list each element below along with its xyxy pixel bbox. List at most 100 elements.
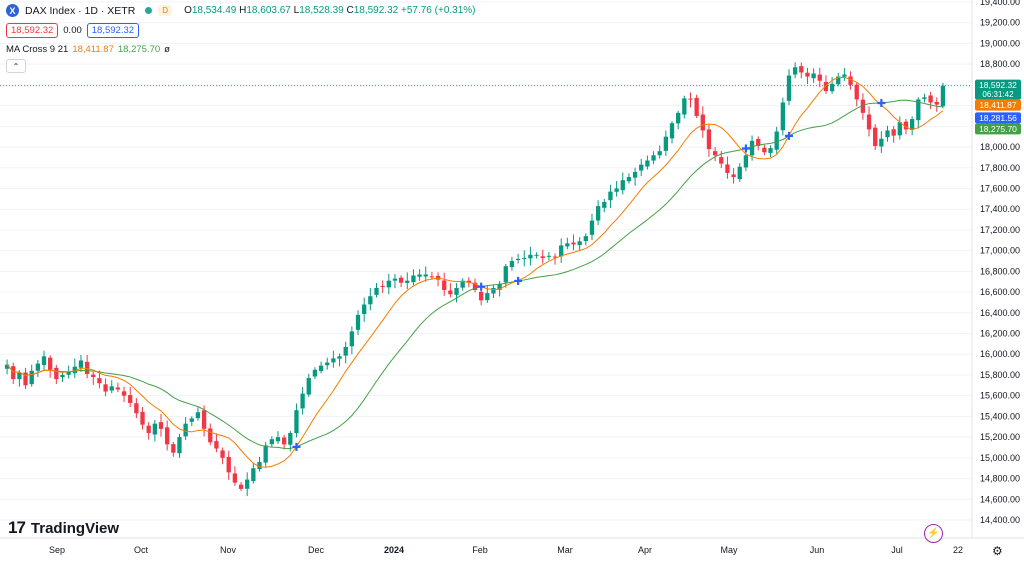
candle-body [11, 366, 16, 380]
candle-body [719, 157, 724, 164]
time-tick-label: Jul [891, 545, 903, 555]
ohlc-close-label: C [346, 5, 354, 16]
ma-cross-marker [877, 99, 886, 108]
symbol-title[interactable]: DAX Index · 1D · XETR [25, 4, 136, 17]
candle-body [442, 280, 447, 291]
candle-body [552, 256, 558, 258]
time-tick-label: Nov [220, 545, 237, 555]
candle-body [811, 73, 816, 79]
ohlc-high-label: H [239, 5, 247, 16]
candle-body [288, 432, 293, 445]
candle-body [97, 378, 102, 384]
ohlc-change: +57.76 (+0.31%) [401, 5, 476, 16]
candle-body [632, 171, 638, 178]
candle-body [577, 241, 582, 246]
buy-button[interactable]: 18,592.32 [86, 23, 140, 38]
ma-cross-marker [785, 131, 793, 140]
candle-body [269, 439, 274, 445]
candle-body [349, 331, 355, 347]
candle-body [214, 441, 219, 449]
candle-body [774, 131, 779, 150]
price-tick-label: 17,200.00 [980, 225, 1020, 235]
candle-body [208, 428, 213, 443]
visibility-icon[interactable]: ø [164, 44, 170, 55]
candle-body [17, 372, 22, 380]
candle-body [472, 282, 478, 291]
price-axis-label [975, 79, 1021, 100]
time-tick-label: Dec [308, 545, 325, 555]
candle-body [829, 83, 835, 92]
candle-body [152, 423, 157, 435]
candle-body [411, 275, 416, 283]
candle-body [263, 445, 268, 463]
candle-body [306, 378, 311, 395]
sell-button[interactable]: 18,592.32 [6, 23, 59, 38]
candle-body [669, 123, 675, 139]
candle-body [854, 84, 859, 100]
candle-body [146, 425, 151, 433]
candle-body [103, 384, 108, 392]
candle-body [602, 201, 607, 208]
candle-body [78, 360, 84, 368]
tradingview-wordmark: TradingView [30, 519, 120, 537]
candle-body [725, 164, 730, 173]
price-axis-label-text: 18,275.70 [979, 124, 1017, 134]
bolt-icon[interactable]: ⚡ [924, 524, 943, 543]
candle-body [29, 370, 34, 385]
time-tick-label: Sep [49, 545, 65, 555]
candle-body [479, 291, 484, 301]
candle-body [743, 155, 749, 168]
candle-body [503, 266, 508, 283]
candle-body [48, 357, 53, 370]
price-tick-label: 16,200.00 [980, 329, 1020, 339]
candle-body [639, 164, 644, 171]
candle-body [737, 166, 742, 180]
time-tick-label: 22 [953, 545, 963, 555]
collapse-legend-button[interactable]: ⌃ [6, 59, 26, 73]
time-tick-label: Apr [638, 545, 652, 555]
candle-body [84, 361, 90, 374]
candle-body [620, 180, 625, 191]
price-tick-label: 15,600.00 [980, 391, 1020, 401]
candle-body [300, 393, 305, 409]
candle-body [177, 437, 182, 454]
tradingview-logo[interactable]: 17 TradingView [8, 518, 119, 538]
candle-body [528, 254, 533, 259]
candle-body [793, 67, 798, 75]
candle-body [657, 151, 662, 156]
market-status-icon [145, 7, 153, 14]
gear-icon[interactable]: ⚙ [992, 544, 1003, 558]
candle-body [134, 403, 139, 414]
candle-body [922, 97, 927, 99]
candle-body [66, 371, 71, 375]
tradingview-logo-icon: 17 [8, 518, 26, 537]
candle-body [448, 290, 453, 295]
indicator-legend[interactable]: MA Cross 9 21 18,411.87 18,275.70 ø [6, 44, 170, 55]
candle-body [866, 114, 872, 130]
candle-body [897, 122, 902, 136]
candle-body [663, 136, 669, 151]
candle-body [158, 422, 164, 429]
candle-body [836, 76, 841, 85]
candle-body [238, 484, 244, 489]
candle-body [72, 366, 77, 374]
candle-body [466, 280, 471, 283]
candle-body [497, 283, 502, 290]
candle-body [762, 147, 767, 153]
trade-panel: 18,592.32 0.00 18,592.32 [6, 23, 140, 38]
candle-body [460, 280, 465, 288]
ma-slow-line [6, 99, 943, 450]
candle-body [423, 274, 428, 277]
candle-body [189, 418, 194, 422]
price-tick-label: 19,400.00 [980, 0, 1020, 7]
candle-body [712, 151, 718, 156]
candle-body [491, 287, 496, 294]
candle-body [786, 75, 792, 101]
price-tick-label: 17,000.00 [980, 246, 1020, 256]
candle-body [485, 293, 490, 301]
ohlc-low: 18,528.39 [299, 5, 344, 16]
price-axis-label [975, 99, 1021, 111]
ma-cross-marker [514, 276, 523, 285]
